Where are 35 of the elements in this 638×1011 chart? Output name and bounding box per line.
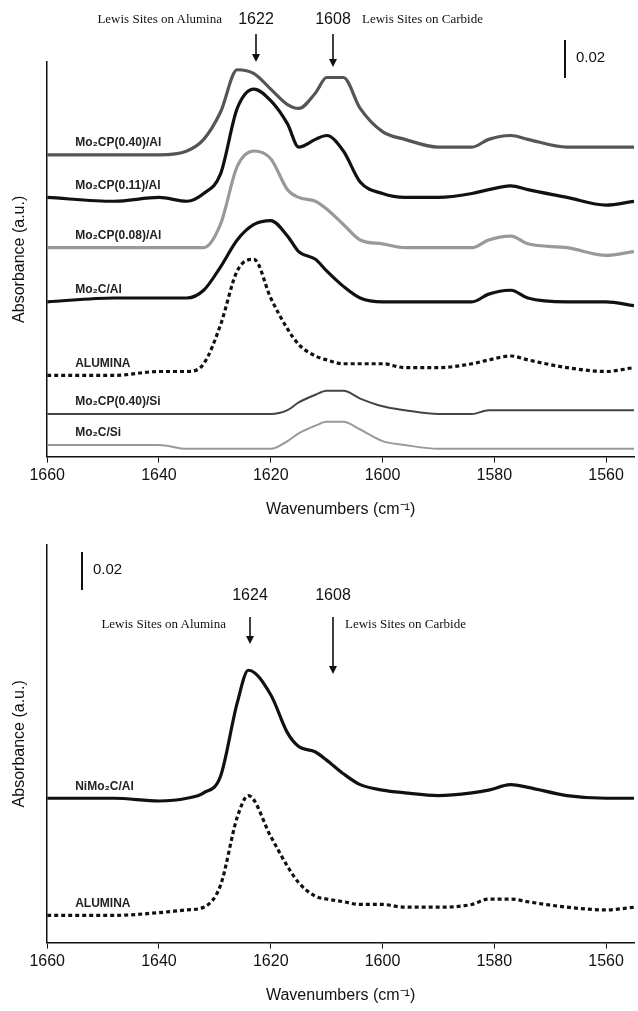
text: Lewis Sites on Carbide <box>362 11 484 27</box>
series-label: Mo₂CP(0.40)/Al <box>75 135 162 150</box>
x-tick-label: 1580 <box>476 465 513 483</box>
x-tick-label: 1620 <box>252 465 289 483</box>
x-tick-label: 1560 <box>588 465 624 483</box>
text: 0.02 <box>93 560 123 578</box>
series-label: Mo₂CP(0.08)/Al <box>75 228 162 243</box>
series-label: Mo₂CP(0.11)/Al <box>75 177 161 192</box>
text: Lewis Sites on Carbide <box>345 616 467 632</box>
text: 0.02 <box>576 48 606 66</box>
text: 1622 <box>238 10 274 28</box>
series-label: ALUMINA <box>75 355 131 370</box>
text: 1608 <box>315 10 351 28</box>
x-tick-label: 1660 <box>29 465 66 483</box>
x-tick-label: 1600 <box>364 951 401 969</box>
series-label: ALUMINA <box>75 895 131 910</box>
text: Lewis Sites on Alumina <box>101 616 227 632</box>
text: Lewis Sites on Alumina <box>97 11 223 27</box>
y-axis-title: Absorbance (a.u.) <box>10 680 28 808</box>
y-axis-title: Absorbance (a.u.) <box>10 195 28 323</box>
x-tick-label: 1580 <box>476 951 513 969</box>
series-label: Mo₂C/Al <box>75 282 122 297</box>
x-tick-label: 1660 <box>29 951 66 969</box>
text: 1608 <box>315 586 351 604</box>
text: 1624 <box>232 586 268 604</box>
series-label: NiMo₂C/Al <box>75 778 134 793</box>
series-label: Mo₂CP(0.40)/Si <box>75 394 161 409</box>
x-tick-label: 1600 <box>364 465 401 483</box>
x-tick-label: 1640 <box>141 465 177 483</box>
x-axis-title: Wavenumbers (cm⁻¹) <box>265 985 416 1003</box>
x-tick-label: 1640 <box>141 951 177 969</box>
series-label: Mo₂C/Si <box>75 425 122 440</box>
x-axis-title: Wavenumbers (cm⁻¹) <box>265 499 416 517</box>
x-tick-label: 1620 <box>252 951 289 969</box>
x-tick-label: 1560 <box>588 951 624 969</box>
